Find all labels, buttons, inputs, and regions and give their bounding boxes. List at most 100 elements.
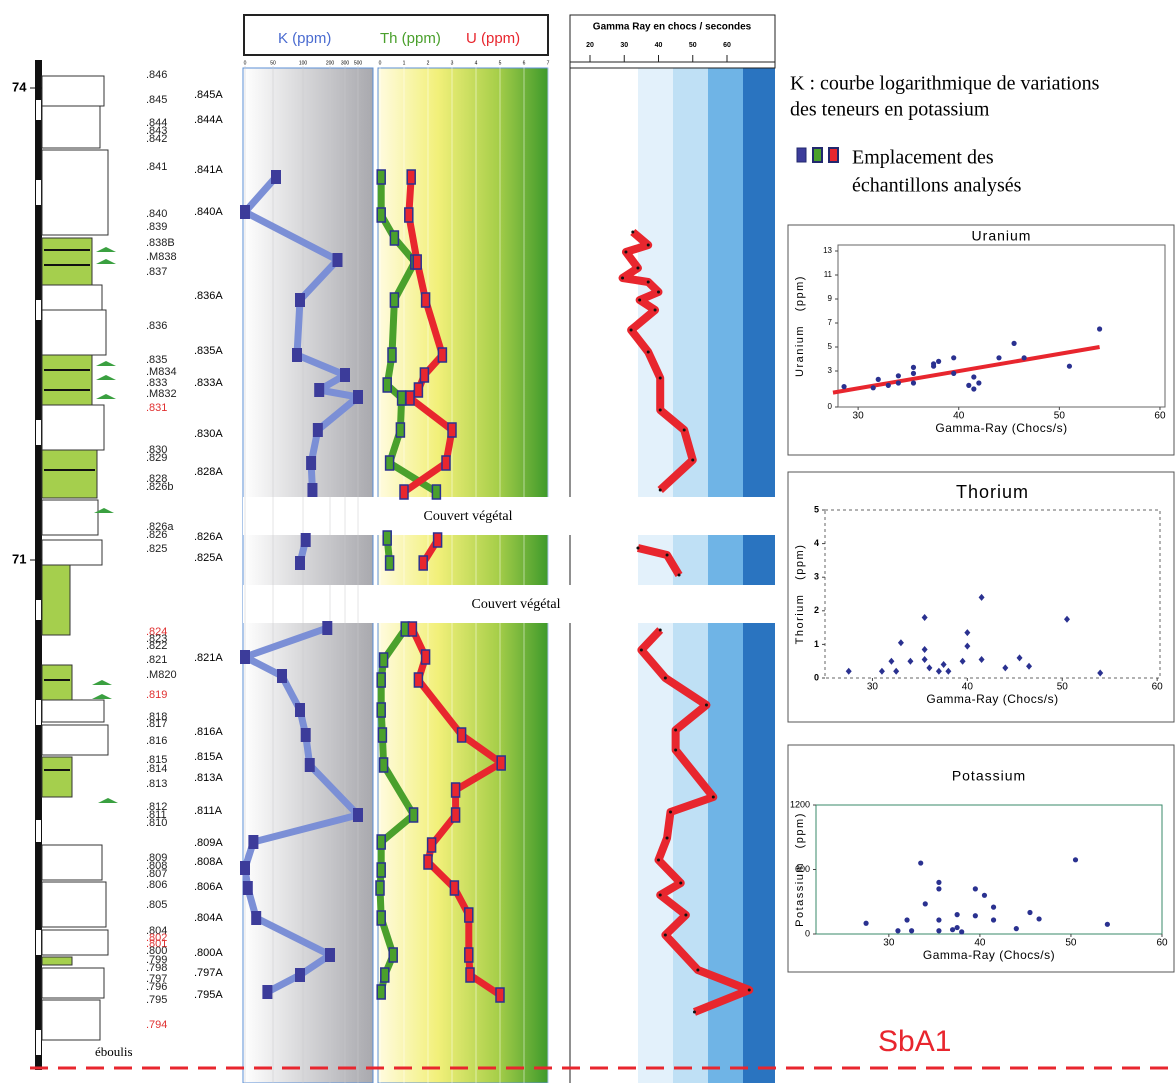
y-tick-label: 3	[814, 572, 819, 582]
k-point	[304, 758, 315, 772]
point	[936, 879, 942, 886]
gamma-point	[704, 703, 708, 707]
sample-label: .846	[146, 69, 167, 81]
point	[926, 664, 933, 672]
point	[978, 656, 985, 664]
gamma-point	[684, 913, 688, 917]
thu-tick-label: 7	[547, 60, 550, 66]
sampled-level: .830A	[194, 428, 223, 440]
point	[954, 912, 960, 918]
point	[910, 370, 917, 376]
th-point	[387, 347, 397, 363]
thu-tick-label: 2	[427, 60, 430, 66]
chart-title: Potassium	[952, 768, 1026, 784]
point	[1097, 326, 1103, 332]
th-point	[375, 880, 385, 896]
th-point	[382, 377, 392, 393]
u-point	[412, 254, 422, 270]
gamma-point	[674, 728, 678, 732]
sampled-level: .835A	[194, 345, 223, 357]
x-tick-label: 30	[853, 411, 865, 422]
sample-label: .826a	[146, 521, 174, 533]
sample-label: .811	[146, 809, 167, 821]
gamma-point	[646, 280, 650, 284]
sample-label: .818	[146, 711, 167, 723]
sampled-level: .840A	[194, 206, 223, 218]
sample-label: .806	[146, 879, 167, 891]
y-tick-label: 0	[828, 402, 833, 411]
k-point	[292, 348, 302, 362]
gamma-point	[657, 290, 660, 294]
gamma-point	[711, 795, 715, 799]
th-point	[388, 947, 398, 963]
gamma-point	[646, 350, 650, 354]
u-point	[449, 880, 460, 896]
k-tick-label: 200	[326, 60, 335, 66]
th-point	[431, 484, 442, 500]
sampled-level: .811A	[194, 805, 223, 817]
x-axis-label: Gamma-Ray (Chocs/s)	[926, 692, 1058, 706]
gamma-point	[638, 298, 642, 302]
thu-tick-label: 4	[475, 60, 478, 66]
y-tick-label: 11	[824, 270, 833, 279]
sampled-level: .825A	[194, 552, 223, 564]
point	[951, 355, 957, 361]
scatter-charts: Uranium Gamma-Ray (Chocs/s) Uranium (ppm) 3…	[787, 224, 1175, 973]
point	[921, 645, 928, 653]
u-point	[420, 649, 431, 665]
point	[976, 380, 982, 386]
th-point	[376, 862, 386, 878]
th-point	[378, 652, 389, 668]
gamma-point	[658, 893, 662, 897]
u-point	[450, 807, 461, 823]
sample-label: .819	[146, 689, 167, 701]
sample-label: .845	[146, 94, 167, 106]
sample-label: .M820	[146, 669, 177, 681]
point	[1016, 654, 1023, 662]
sample-label: .838B	[146, 237, 175, 249]
point	[1036, 916, 1042, 922]
point	[878, 667, 885, 675]
x-axis-label: Gamma-Ray (Chocs/s)	[923, 948, 1055, 962]
cover-label: Couvert végétal	[423, 509, 512, 524]
x-tick-label: 30	[867, 682, 879, 693]
sample-label: .814	[146, 763, 167, 775]
sample-label: .844	[146, 117, 167, 129]
u-point	[450, 782, 461, 798]
point	[895, 928, 901, 934]
thu-tick-label: 3	[451, 60, 454, 66]
k-point	[240, 861, 250, 875]
k-point	[295, 703, 305, 717]
sample-label: .831	[146, 402, 167, 414]
sampled-level: .836A	[194, 290, 223, 302]
k-point	[322, 621, 333, 635]
k-point	[240, 205, 250, 219]
sampled-level: .816A	[194, 726, 223, 738]
legend-text: Emplacement des	[852, 147, 994, 169]
sample-label: .825	[146, 543, 167, 555]
k-point	[306, 456, 317, 470]
sample-label: .843	[146, 125, 167, 137]
sample-label: .M834	[146, 366, 177, 378]
point	[1066, 363, 1073, 369]
sample-label: .813	[146, 778, 167, 790]
sample-label: .826b	[146, 481, 174, 493]
y-tick-label: 4	[814, 538, 819, 548]
gamma-point	[658, 408, 662, 412]
u-point	[465, 967, 475, 983]
gamma-point	[621, 276, 625, 280]
sample-label: .824	[146, 626, 167, 638]
point	[1063, 615, 1070, 623]
point	[959, 657, 966, 665]
sampled-level: .826A	[194, 531, 223, 543]
point	[845, 667, 852, 675]
point	[972, 886, 978, 892]
point	[921, 614, 928, 622]
u-point	[447, 422, 457, 438]
sampled-level: .795A	[194, 989, 223, 1001]
u-point	[456, 727, 467, 743]
sample-label: .799	[146, 954, 167, 966]
column-note: éboulis	[95, 1044, 133, 1059]
x-tick-label: 50	[1054, 411, 1066, 422]
